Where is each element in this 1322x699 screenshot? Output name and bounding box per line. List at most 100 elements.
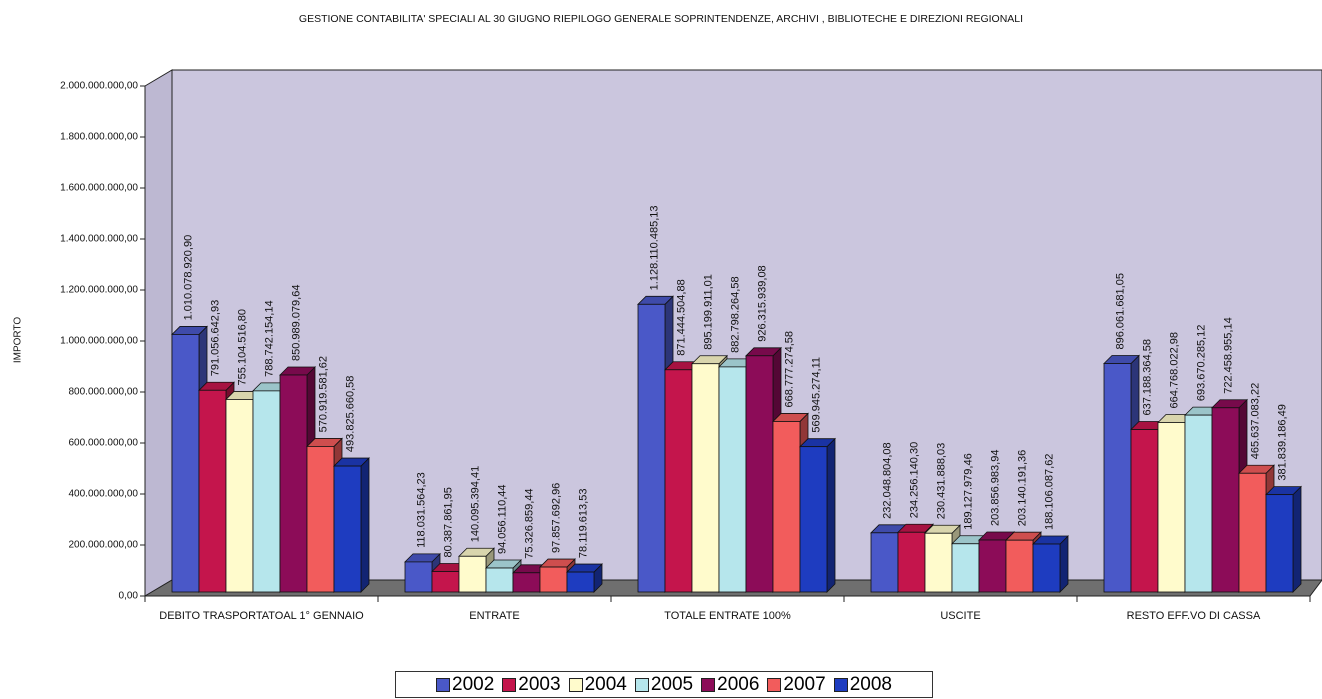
y-tick-label: 2.000.000.000,00 bbox=[60, 81, 138, 92]
bar bbox=[1032, 543, 1061, 593]
bar-side bbox=[1292, 485, 1302, 593]
legend-swatch bbox=[568, 677, 583, 692]
value-label: 140.095.394,41 bbox=[469, 466, 481, 542]
bar bbox=[1130, 429, 1159, 593]
bar bbox=[637, 303, 666, 593]
y-tick-label: 1.200.000.000,00 bbox=[60, 285, 138, 296]
bar bbox=[431, 571, 460, 593]
bar bbox=[664, 369, 693, 593]
bar bbox=[718, 366, 747, 593]
bar bbox=[1184, 414, 1213, 593]
value-label: 493.825.660,58 bbox=[344, 376, 356, 452]
bar bbox=[951, 543, 980, 593]
bar bbox=[978, 539, 1007, 593]
y-tick-label: 800.000.000,00 bbox=[68, 387, 138, 398]
value-label: 230.431.888,03 bbox=[935, 443, 947, 519]
y-tick-label: 0,00 bbox=[119, 591, 139, 602]
y-tick-label: 1.800.000.000,00 bbox=[60, 132, 138, 143]
value-label: 788.742.154,14 bbox=[263, 300, 275, 376]
value-label: 188.106.087,62 bbox=[1043, 454, 1055, 530]
value-label: 94.056.110,44 bbox=[496, 484, 508, 554]
y-tick-label: 600.000.000,00 bbox=[68, 438, 138, 449]
legend-swatch bbox=[502, 677, 517, 692]
bar bbox=[225, 399, 254, 593]
bar bbox=[924, 532, 953, 593]
value-label: 97.857.692,96 bbox=[550, 483, 562, 553]
legend-item: 2005 bbox=[634, 673, 694, 696]
legend-swatch bbox=[701, 677, 716, 692]
value-label: 189.127.979,46 bbox=[962, 453, 974, 529]
legend-item: 2008 bbox=[833, 673, 892, 696]
value-label: 1.010.078.920,90 bbox=[182, 235, 194, 321]
bar bbox=[1157, 422, 1186, 593]
value-label: 232.048.804,08 bbox=[881, 442, 893, 518]
x-tick-label: TOTALE ENTRATE 100% bbox=[664, 610, 791, 622]
legend: 2002 2003 2004 2005 2006 2007 2008 bbox=[395, 671, 933, 698]
value-label: 118.031.564,23 bbox=[415, 472, 427, 548]
bar bbox=[691, 363, 720, 593]
legend-label: 2007 bbox=[783, 673, 826, 695]
value-label: 1.128.110.485,13 bbox=[648, 206, 660, 291]
y-tick-label: 1.000.000.000,00 bbox=[60, 336, 138, 347]
value-label: 234.256.140,30 bbox=[908, 442, 920, 518]
value-label: 381.839.186,49 bbox=[1276, 404, 1288, 480]
y-tick-label: 400.000.000,00 bbox=[68, 489, 138, 500]
value-label: 882.798.264,58 bbox=[729, 276, 741, 352]
bar bbox=[333, 465, 362, 593]
x-tick-label: RESTO EFF.VO DI CASSA bbox=[1126, 610, 1261, 622]
bar bbox=[745, 355, 774, 593]
bar bbox=[1238, 472, 1267, 593]
value-label: 664.768.022,98 bbox=[1168, 332, 1180, 408]
value-label: 465.637.083,22 bbox=[1249, 383, 1261, 459]
bar-side bbox=[826, 437, 836, 593]
chart-title: GESTIONE CONTABILITA' SPECIALI AL 30 GIU… bbox=[299, 13, 1023, 25]
x-tick-label: ENTRATE bbox=[469, 610, 520, 622]
bar bbox=[1211, 407, 1240, 593]
value-label: 75.326.859,44 bbox=[523, 488, 535, 558]
bar bbox=[306, 446, 335, 593]
bar bbox=[458, 555, 487, 593]
bar-side bbox=[1059, 535, 1069, 593]
legend-item: 2002 bbox=[436, 674, 494, 696]
bar bbox=[171, 334, 200, 593]
bar bbox=[870, 532, 899, 593]
legend-label: 2008 bbox=[849, 673, 892, 695]
legend-swatch bbox=[767, 677, 782, 692]
legend-swatch bbox=[436, 677, 451, 692]
legend-item: 2006 bbox=[701, 674, 759, 696]
value-label: 926.315.939,08 bbox=[756, 265, 768, 341]
x-tick-label: USCITE bbox=[940, 610, 981, 622]
legend-item: 2003 bbox=[502, 673, 561, 696]
legend-label: 2006 bbox=[717, 673, 760, 695]
legend-item: 2007 bbox=[767, 673, 826, 696]
y-tick-label: 1.400.000.000,00 bbox=[60, 234, 138, 245]
legend-swatch bbox=[833, 677, 848, 692]
bar bbox=[485, 567, 514, 593]
legend-swatch bbox=[634, 677, 649, 692]
bar bbox=[799, 446, 828, 593]
bar bbox=[897, 531, 926, 593]
value-label: 203.856.983,94 bbox=[989, 450, 1001, 526]
value-label: 895.199.911,01 bbox=[702, 274, 714, 350]
legend-label: 2005 bbox=[650, 673, 694, 695]
value-label: 722.458.955,14 bbox=[1222, 317, 1234, 393]
bar bbox=[539, 566, 568, 593]
legend-item: 2004 bbox=[568, 673, 627, 696]
legend-label: 2004 bbox=[584, 673, 627, 695]
bar bbox=[404, 561, 433, 593]
bar bbox=[198, 389, 227, 593]
value-label: 871.444.504,88 bbox=[675, 279, 687, 355]
side-wall bbox=[144, 69, 173, 597]
bar bbox=[566, 571, 595, 593]
legend-label: 2003 bbox=[518, 673, 561, 695]
value-label: 203.140.191,36 bbox=[1016, 450, 1028, 526]
value-label: 693.670.285,12 bbox=[1195, 325, 1207, 401]
x-tick-label: DEBITO TRASPORTATOAL 1° GENNAIO bbox=[159, 610, 364, 622]
bar bbox=[1265, 494, 1294, 593]
y-axis-label: IMPORTO bbox=[13, 317, 24, 364]
value-label: 755.104.516,80 bbox=[236, 309, 248, 385]
bar bbox=[279, 374, 308, 593]
value-label: 80.387.861,95 bbox=[442, 487, 454, 557]
value-label: 78.119.613,53 bbox=[577, 489, 589, 559]
value-label: 570.919.581,62 bbox=[317, 356, 329, 432]
